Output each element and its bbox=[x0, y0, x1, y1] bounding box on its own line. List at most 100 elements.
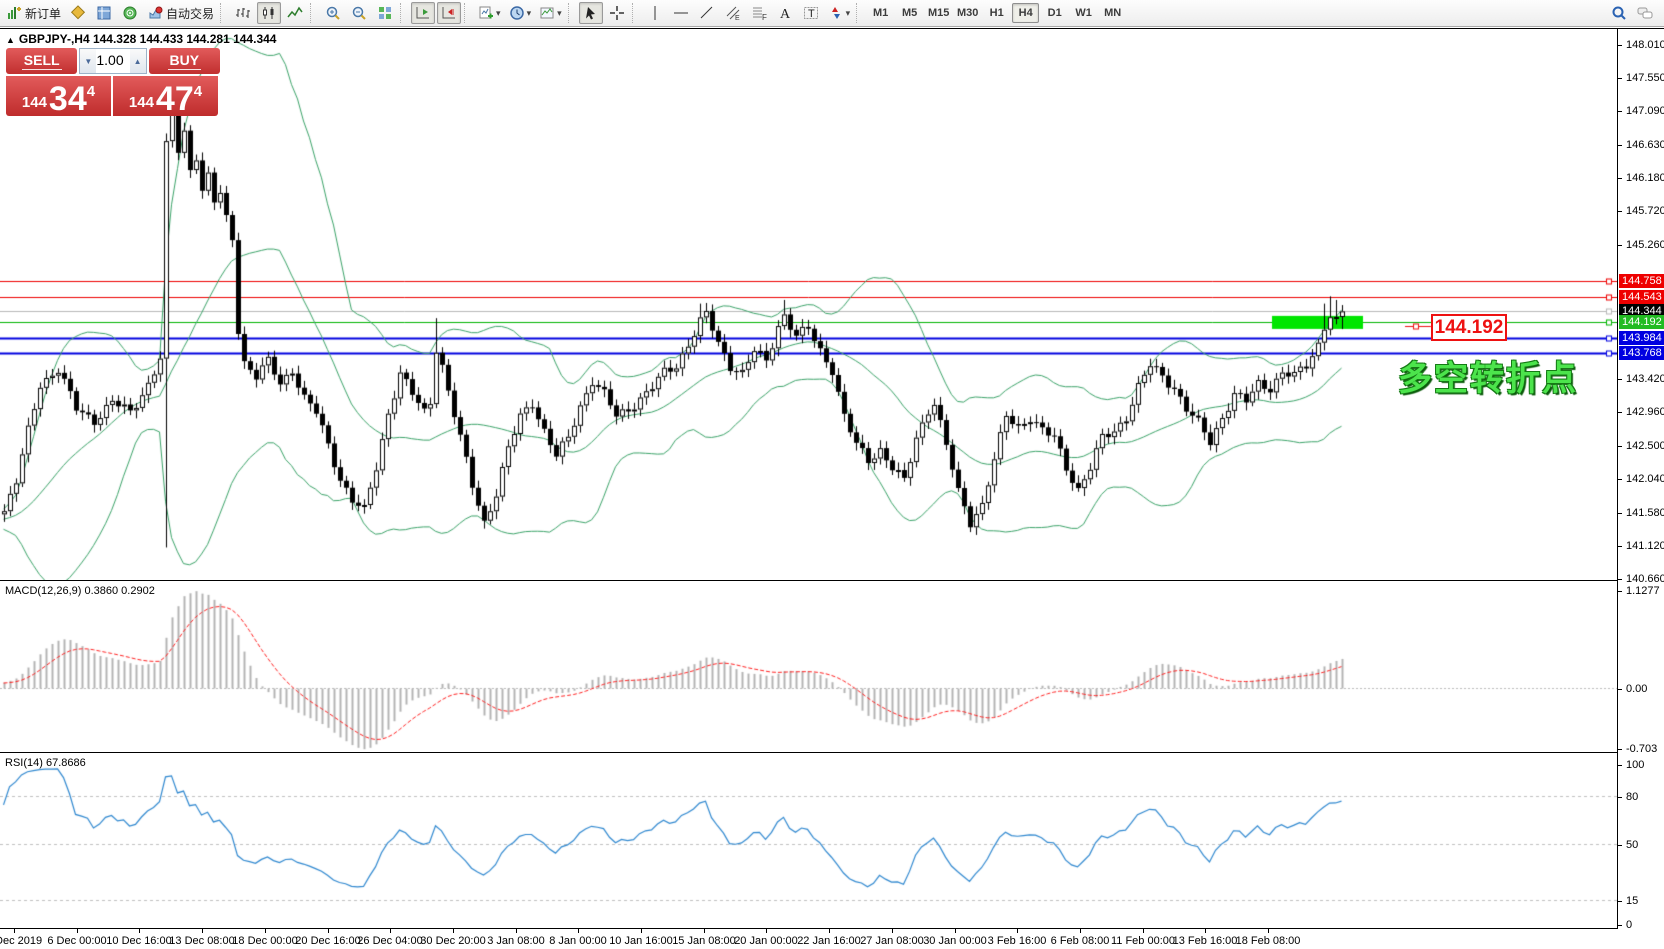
zoom-out-icon bbox=[351, 5, 367, 21]
time-label: 6 Feb 08:00 bbox=[1050, 935, 1110, 947]
time-label: 22 Jan 16:00 bbox=[797, 935, 861, 947]
new-chart-icon bbox=[478, 5, 494, 21]
timeframe-m30-button[interactable]: M30 bbox=[956, 7, 979, 19]
arrows-button[interactable]: ▾ bbox=[825, 2, 854, 24]
turning-point-annotation: 多空转折点 bbox=[1398, 360, 1578, 398]
candle-chart-type-button[interactable] bbox=[257, 2, 282, 24]
templates-button[interactable]: ▾ bbox=[536, 2, 565, 24]
market-watch-button[interactable] bbox=[66, 2, 90, 24]
timeframe-h4-button[interactable]: H4 bbox=[1012, 3, 1040, 23]
buy-price[interactable]: 144 47 4 bbox=[113, 76, 218, 116]
toolbar-separator bbox=[464, 3, 472, 23]
new-order-button[interactable]: 新订单 bbox=[3, 2, 64, 24]
chart-shift-button[interactable] bbox=[437, 2, 462, 24]
sell-price[interactable]: 144 34 4 bbox=[6, 76, 111, 116]
navigator-icon bbox=[122, 5, 138, 21]
time-label: 3 Feb 16:00 bbox=[987, 935, 1047, 947]
horizontal-line-button[interactable] bbox=[669, 2, 693, 24]
auto-scroll-icon bbox=[415, 5, 431, 21]
time-tick bbox=[578, 929, 579, 933]
axis-tick bbox=[1618, 379, 1622, 380]
price-tick-label: 142.040 bbox=[1626, 473, 1664, 485]
time-tick bbox=[892, 929, 893, 933]
zoom-in-icon bbox=[325, 5, 341, 21]
crosshair-button[interactable] bbox=[605, 2, 629, 24]
timeframe-m1-button[interactable]: M1 bbox=[873, 7, 889, 19]
price-axis[interactable]: 148.010 147.550 147.090 146.630 146.180 145.7… bbox=[1617, 29, 1664, 931]
price-tick-label: 141.580 bbox=[1626, 507, 1664, 519]
time-label: 6 Dec 00:00 bbox=[47, 935, 107, 947]
volume-input[interactable]: 1.00 bbox=[96, 52, 124, 68]
volume-up-button[interactable]: ▲ bbox=[129, 49, 146, 73]
price-tick-label: 140.660 bbox=[1626, 573, 1664, 585]
axis-tick bbox=[1618, 591, 1622, 592]
zoom-out-button[interactable] bbox=[347, 2, 371, 24]
search-icon bbox=[1611, 5, 1627, 21]
main-chart-canvas[interactable] bbox=[0, 29, 1617, 580]
navigator-button[interactable] bbox=[118, 2, 142, 24]
timeframe-m15-button[interactable]: M15 bbox=[927, 7, 950, 19]
time-tick bbox=[328, 929, 329, 933]
auto-trading-button[interactable]: 自动交易 bbox=[144, 2, 217, 24]
timeframe-h1-button[interactable]: H1 bbox=[989, 7, 1004, 19]
dropdown-caret-icon[interactable]: ▾ bbox=[845, 7, 851, 18]
line-chart-type-button[interactable] bbox=[283, 2, 307, 24]
macd-pane-canvas[interactable] bbox=[0, 583, 1617, 752]
chat-button[interactable] bbox=[1633, 2, 1657, 24]
svg-text:A: A bbox=[780, 7, 791, 21]
channel-icon: E bbox=[725, 5, 741, 21]
time-label: 4 Dec 2019 bbox=[0, 935, 43, 947]
volume-down-button[interactable]: ▼ bbox=[80, 49, 97, 73]
dropdown-caret-icon[interactable]: ▾ bbox=[526, 7, 532, 18]
time-label: 15 Jan 08:00 bbox=[672, 935, 736, 947]
search-button[interactable] bbox=[1607, 2, 1631, 24]
time-tick bbox=[77, 929, 78, 933]
buy-button[interactable]: BUY bbox=[148, 48, 220, 74]
fibonacci-button[interactable]: F bbox=[747, 2, 771, 24]
bar-chart-type-button[interactable] bbox=[231, 2, 255, 24]
dropdown-caret-icon[interactable]: ▾ bbox=[557, 7, 562, 18]
auto-scroll-button[interactable] bbox=[411, 2, 436, 24]
cursor-button[interactable] bbox=[578, 2, 603, 24]
axis-tick bbox=[1618, 111, 1622, 112]
timeframe-m5-button[interactable]: M5 bbox=[902, 7, 918, 19]
tile-windows-button[interactable] bbox=[373, 2, 397, 24]
rsi-tick-label: 80 bbox=[1626, 791, 1639, 803]
equidistant-channel-button[interactable]: E bbox=[721, 2, 745, 24]
time-tick bbox=[1205, 929, 1206, 933]
timeframe-d1-button[interactable]: D1 bbox=[1047, 7, 1062, 19]
price-tick-label: 141.120 bbox=[1626, 540, 1664, 552]
trendline-button[interactable] bbox=[695, 2, 719, 24]
collapse-arrow-icon[interactable]: ▲ bbox=[6, 35, 15, 45]
toolbar-separator bbox=[856, 3, 864, 23]
vline-icon bbox=[647, 5, 663, 21]
rsi-tick-label: 15 bbox=[1626, 895, 1639, 907]
time-label: 20 Dec 16:00 bbox=[295, 935, 361, 947]
time-tick bbox=[516, 929, 517, 933]
axis-tick bbox=[1618, 513, 1622, 514]
time-label: 30 Dec 20:00 bbox=[420, 935, 486, 947]
time-label: 10 Jan 16:00 bbox=[609, 935, 673, 947]
axis-tick bbox=[1618, 765, 1622, 766]
dropdown-caret-icon[interactable]: ▾ bbox=[496, 7, 501, 18]
time-tick bbox=[453, 929, 454, 933]
vertical-line-button[interactable] bbox=[643, 2, 667, 24]
data-window-button[interactable] bbox=[92, 2, 116, 24]
volume-control: ▼ 1.00 ▲ bbox=[79, 48, 147, 74]
rsi-pane-canvas[interactable] bbox=[0, 755, 1617, 928]
toolbar-separator bbox=[400, 3, 408, 23]
new-chart-button[interactable]: ▾ bbox=[475, 2, 504, 24]
zoom-in-button[interactable] bbox=[321, 2, 345, 24]
sell-button[interactable]: SELL bbox=[6, 48, 78, 74]
timeframe-mn-button[interactable]: MN bbox=[1104, 7, 1122, 19]
text-button[interactable]: A bbox=[773, 2, 797, 24]
price-tick-label: 143.420 bbox=[1626, 373, 1664, 385]
price-line-label: 143.768 bbox=[1619, 346, 1664, 360]
axis-tick bbox=[1618, 245, 1622, 246]
text-label-button[interactable]: T bbox=[799, 2, 823, 24]
time-tick bbox=[202, 929, 203, 933]
profiles-button[interactable]: ▾ bbox=[506, 2, 535, 24]
timeframe-w1-button[interactable]: W1 bbox=[1075, 7, 1092, 19]
time-label: 30 Jan 00:00 bbox=[923, 935, 987, 947]
